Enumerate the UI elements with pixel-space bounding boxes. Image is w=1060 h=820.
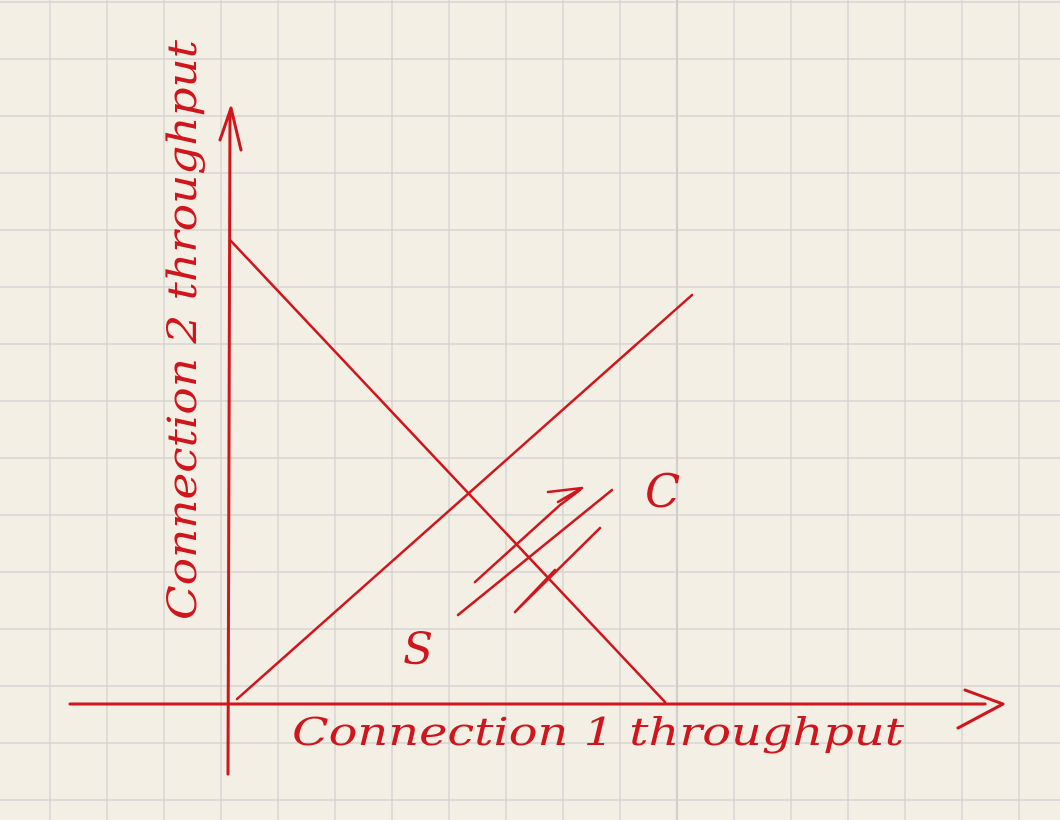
x-axis-label: Connection 1 throughput — [292, 710, 905, 754]
y-axis-label: Connection 2 throughput — [160, 39, 206, 620]
oscillation-arrowhead — [546, 486, 584, 504]
y-axis-arrowhead — [218, 106, 243, 152]
point-s-label: S — [403, 624, 433, 675]
y-axis — [226, 110, 232, 776]
point-c-label: C — [645, 464, 680, 518]
full-utilization-line — [228, 238, 667, 704]
oscillation-arrow — [456, 488, 614, 617]
x-axis-arrowhead — [956, 688, 1005, 730]
equal-share-line — [235, 293, 694, 701]
